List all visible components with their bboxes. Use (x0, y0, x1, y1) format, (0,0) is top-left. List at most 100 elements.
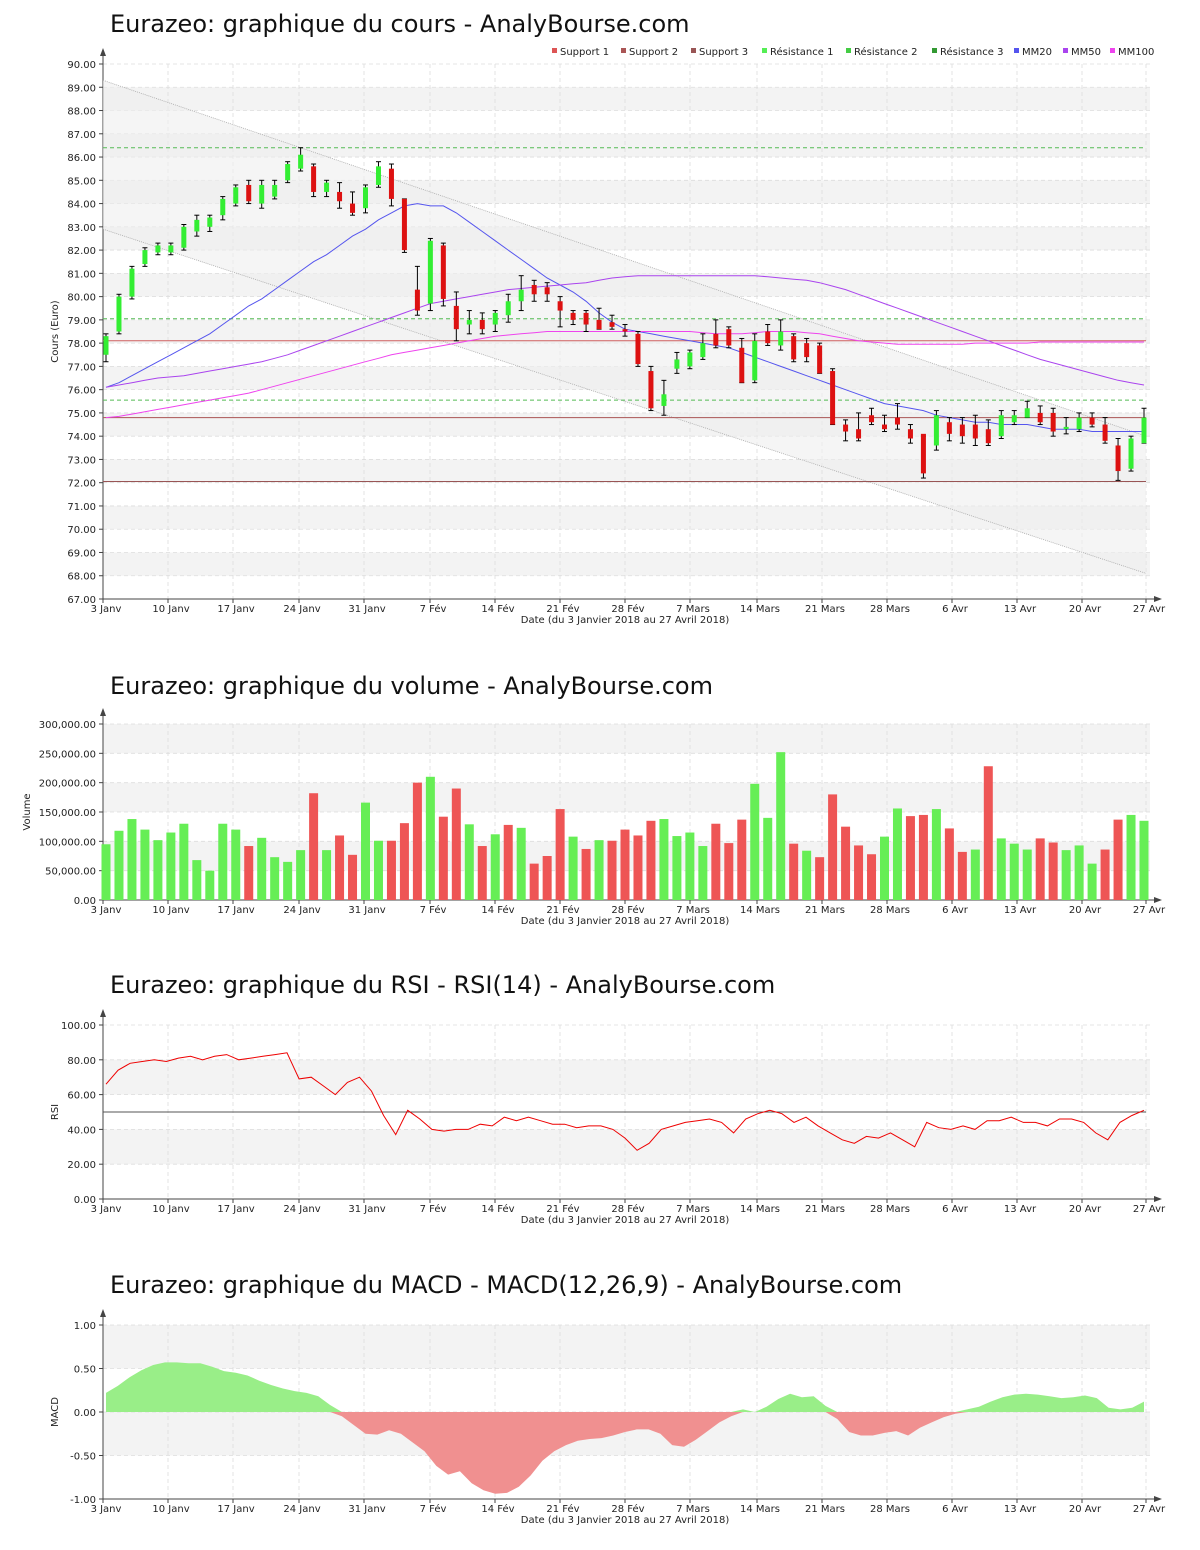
macd-x-axis-label: Date (du 3 Janvier 2018 au 27 Avril 2018… (521, 1515, 730, 1526)
volume-x-tick-label: 17 Janv (217, 905, 254, 916)
rsi-x-tick-label: 14 Mars (740, 1204, 780, 1215)
macd-x-axis-arrow (1154, 1496, 1162, 1502)
candle (843, 424, 849, 432)
volume-x-tick-label: 7 Fév (420, 904, 447, 916)
candle (791, 336, 797, 360)
volume-bar (854, 845, 864, 900)
candle (583, 312, 589, 325)
candle (1089, 417, 1095, 425)
rsi-y-tick-label: 100.00 (61, 1021, 96, 1032)
price-x-axis-label: Date (du 3 Janvier 2018 au 27 Avril 2018… (521, 615, 730, 626)
volume-bar (166, 832, 176, 900)
volume-bar (944, 828, 954, 900)
price-x-tick-label: 14 Mars (740, 604, 780, 615)
candle (194, 219, 200, 232)
macd-band (103, 1325, 1150, 1369)
price-chart-panel: Eurazeo: graphique du cours - AnalyBours… (0, 10, 1200, 640)
volume-bar (1139, 820, 1149, 900)
rsi-x-tick-label: 21 Fév (546, 1203, 579, 1215)
volume-bar (970, 849, 980, 900)
legend-swatch (552, 48, 557, 53)
legend-swatch (1014, 48, 1019, 53)
volume-x-tick-label: 14 Fév (481, 904, 514, 916)
price-y-tick-label: 79.00 (67, 316, 96, 327)
rsi-line (105, 1052, 1145, 1151)
candle (1050, 412, 1056, 432)
candle (765, 331, 771, 344)
rsi-x-tick-label: 14 Fév (481, 1203, 514, 1215)
volume-bar (361, 802, 370, 900)
candle (375, 166, 381, 185)
price-y-tick-label: 86.00 (67, 153, 96, 164)
rsi-x-tick-label: 7 Fév (420, 1203, 447, 1215)
volume-bar (1087, 863, 1097, 900)
rsi-y-tick-label: 80.00 (67, 1056, 96, 1067)
volume-bar (1074, 845, 1084, 900)
volume-bar (815, 857, 825, 900)
candle (544, 287, 550, 295)
candle (492, 312, 498, 325)
price-x-tick-label: 3 Janv (91, 604, 122, 615)
price-x-tick-label: 7 Mars (676, 604, 710, 615)
candle (259, 184, 265, 204)
price-band (103, 552, 1150, 576)
volume-bar (789, 843, 799, 900)
macd-x-tick-label: 17 Janv (217, 1504, 254, 1515)
candle (674, 359, 680, 369)
candle (220, 198, 226, 216)
macd-negative-area (106, 1412, 1144, 1494)
volume-y-axis-label: Volume (22, 793, 33, 830)
volume-bar (373, 840, 383, 900)
candle (856, 429, 862, 439)
price-y-tick-label: 73.00 (67, 455, 96, 466)
volume-bar (335, 835, 345, 900)
price-x-tick-label: 7 Fév (420, 603, 447, 615)
volume-x-tick-label: 21 Fév (546, 904, 579, 916)
volume-bar (633, 835, 643, 900)
price-y-tick-label: 83.00 (67, 223, 96, 234)
volume-bar (1126, 814, 1136, 900)
volume-bar (711, 823, 721, 900)
rsi-x-tick-label: 20 Avr (1069, 1204, 1102, 1215)
macd-y-axis-arrow (100, 1309, 106, 1317)
candle (427, 240, 433, 304)
volume-bar (399, 823, 409, 900)
candle (155, 245, 161, 253)
legend-item: Résistance 1 (770, 46, 833, 58)
price-x-axis-arrow (1154, 596, 1162, 602)
volume-x-tick-label: 13 Avr (1004, 905, 1037, 916)
price-y-tick-label: 80.00 (67, 293, 96, 304)
price-x-tick-label: 28 Fév (611, 603, 644, 615)
price-y-tick-label: 84.00 (67, 200, 96, 211)
volume-x-tick-label: 7 Mars (676, 905, 710, 916)
price-y-axis-label: Cours (Euro) (50, 300, 61, 363)
macd-y-axis-label: MACD (50, 1397, 61, 1427)
macd-x-tick-label: 21 Fév (546, 1503, 579, 1515)
volume-bar (425, 776, 435, 900)
macd-chart-title: Eurazeo: graphique du MACD - MACD(12,26,… (110, 1271, 903, 1299)
candle (1115, 445, 1121, 472)
volume-bar (957, 851, 967, 900)
candle (933, 415, 939, 446)
macd-x-tick-label: 31 Janv (348, 1504, 385, 1515)
candle (570, 312, 576, 320)
price-x-tick-label: 21 Mars (805, 604, 845, 615)
candle (752, 340, 758, 381)
macd-x-tick-label: 7 Fév (420, 1503, 447, 1515)
price-y-tick-label: 85.00 (67, 176, 96, 187)
volume-x-tick-label: 31 Janv (348, 905, 385, 916)
volume-bar (283, 861, 293, 900)
macd-x-tick-label: 14 Mars (740, 1504, 780, 1515)
volume-bar (516, 827, 526, 900)
macd-x-tick-label: 14 Fév (481, 1503, 514, 1515)
volume-bar (1113, 819, 1123, 900)
volume-bar (386, 840, 396, 900)
volume-bar (542, 856, 552, 900)
candle (246, 184, 252, 202)
volume-bar (841, 826, 851, 900)
price-x-tick-label: 14 Fév (481, 603, 514, 615)
legend-swatch (691, 48, 696, 53)
price-band (103, 505, 1150, 530)
rsi-x-tick-label: 10 Janv (152, 1204, 189, 1215)
